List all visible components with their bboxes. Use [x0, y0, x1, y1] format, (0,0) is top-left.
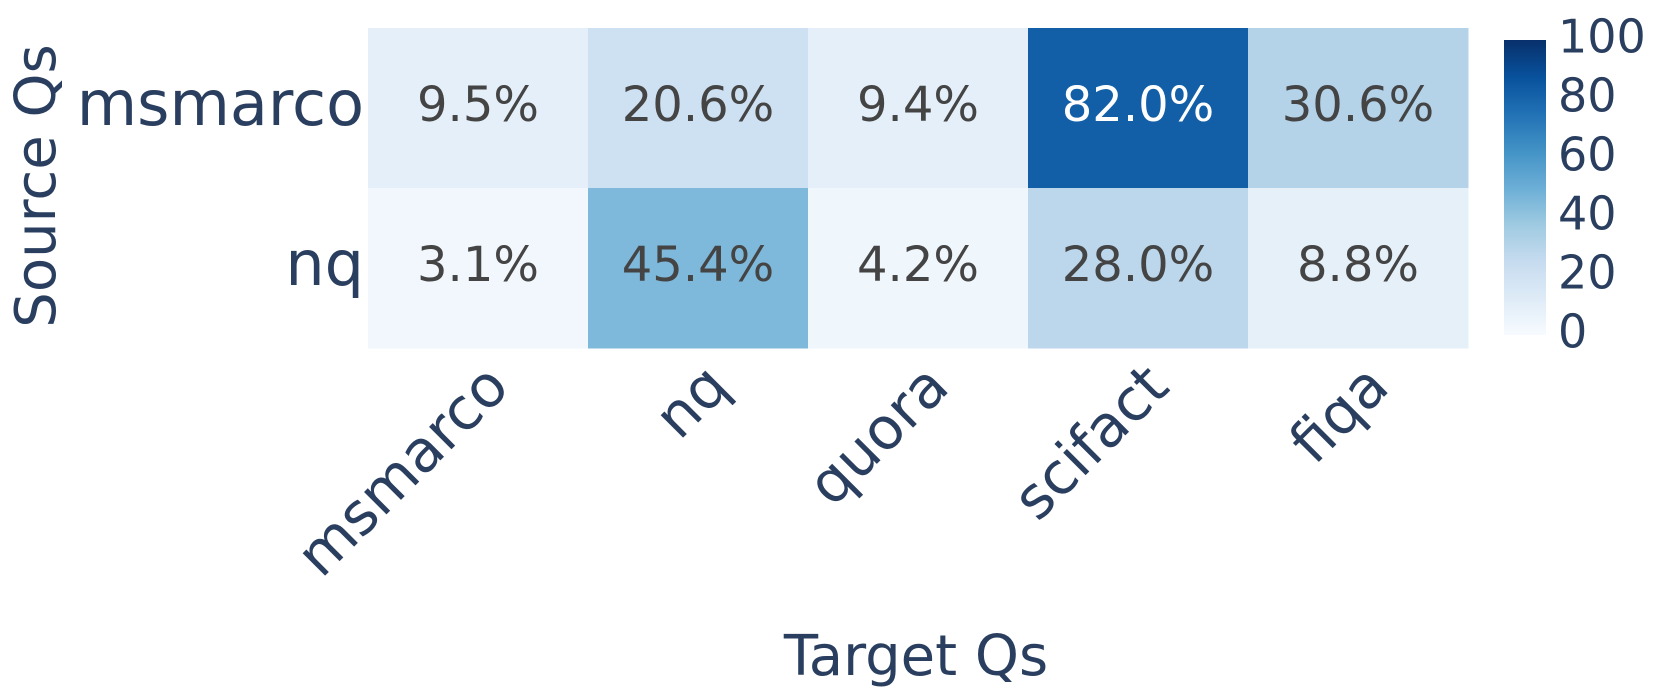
y-tick-label: nq	[285, 227, 364, 300]
x-tick-label: fiqa	[1276, 351, 1401, 476]
cell-label: 82.0%	[1062, 77, 1214, 133]
colorbar-tick-label: 100	[1558, 10, 1646, 64]
heatmap-cell	[808, 28, 1029, 189]
cell-label: 9.5%	[417, 77, 539, 133]
colorbar	[1504, 40, 1546, 335]
y-tick-label: msmarco	[77, 67, 364, 140]
cell-label: 8.8%	[1297, 237, 1419, 293]
colorbar-tick-label: 60	[1558, 128, 1617, 182]
cell-label: 3.1%	[417, 237, 539, 293]
x-tick-label: nq	[641, 351, 741, 451]
x-axis-title: Target Qs	[783, 624, 1048, 689]
y-axis-title: Source Qs	[4, 44, 69, 327]
heatmap-cell	[1248, 28, 1469, 189]
cell-label: 28.0%	[1062, 237, 1214, 293]
cell-label: 20.6%	[622, 77, 774, 133]
heatmap-cell	[588, 28, 809, 189]
cell-label: 4.2%	[857, 237, 979, 293]
cell-label: 45.4%	[622, 237, 774, 293]
heatmap-cell	[368, 28, 589, 189]
heatmap-cell	[808, 188, 1029, 349]
heatmap-cell	[588, 188, 809, 349]
cell-label: 30.6%	[1282, 77, 1434, 133]
colorbar-tick-label: 20	[1558, 246, 1617, 300]
heatmap-cell	[1248, 188, 1469, 349]
colorbar-tick-label: 40	[1558, 187, 1617, 241]
heatmap-cell	[1028, 28, 1249, 189]
cell-label: 9.4%	[857, 77, 979, 133]
x-tick-label: msmarco	[283, 351, 521, 589]
colorbar-tick-label: 0	[1558, 305, 1587, 359]
heatmap-cell	[1028, 188, 1249, 349]
x-tick-label: quora	[794, 351, 961, 518]
x-tick-label: scifact	[1000, 351, 1182, 533]
heatmap-cell	[368, 188, 589, 349]
colorbar-tick-label: 80	[1558, 69, 1617, 123]
